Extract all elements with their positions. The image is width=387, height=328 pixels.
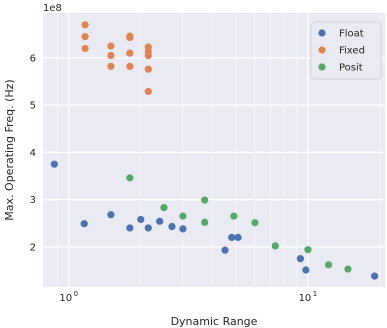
- posit-point: [251, 219, 259, 227]
- posit-point: [271, 242, 279, 250]
- float-point: [168, 222, 176, 231]
- y-axis-label: Max. Operating Freq. (Hz): [3, 79, 16, 220]
- fixed-point: [144, 51, 152, 60]
- y-tick-label: 4: [30, 148, 36, 159]
- legend-label-float: Float: [339, 29, 364, 40]
- fixed-point: [107, 51, 115, 60]
- x-tick-exponent: 0: [74, 290, 78, 298]
- float-point: [302, 266, 310, 274]
- posit-point: [324, 261, 333, 269]
- legend-marker-fixed: [318, 46, 326, 54]
- y-axis-multiplier: 1e8: [43, 3, 62, 14]
- float-point: [228, 233, 236, 241]
- legend-label-fixed: Fixed: [339, 46, 365, 57]
- legend-label-posit: Posit: [339, 63, 363, 74]
- x-tick-label: 10: [299, 293, 312, 304]
- float-point: [80, 220, 88, 228]
- float-point: [179, 225, 187, 233]
- legend: Float Fixed Posit: [310, 21, 382, 80]
- float-point: [221, 246, 229, 254]
- posit-point: [201, 196, 209, 204]
- float-point: [371, 272, 379, 280]
- float-point: [234, 233, 242, 241]
- fixed-point: [126, 62, 134, 70]
- float-point: [107, 211, 115, 219]
- x-tick-label: 10: [59, 293, 72, 304]
- fixed-point: [81, 21, 89, 29]
- x-axis-label: Dynamic Range: [171, 315, 258, 328]
- float-point: [50, 160, 58, 168]
- y-tick-label: 2: [30, 242, 36, 253]
- fixed-point: [81, 44, 89, 53]
- data-points: [50, 21, 379, 280]
- fixed-point: [126, 49, 134, 57]
- float-point: [137, 215, 145, 224]
- y-tick-label: 3: [30, 195, 36, 206]
- float-point: [144, 224, 152, 232]
- y-tick-label: 6: [30, 53, 36, 64]
- fixed-point: [144, 87, 152, 96]
- fixed-point: [107, 42, 115, 50]
- float-point: [296, 255, 305, 263]
- float-point: [156, 217, 164, 225]
- fixed-point: [126, 33, 134, 42]
- posit-point: [126, 174, 134, 182]
- posit-point: [179, 212, 187, 220]
- posit-point: [344, 265, 352, 273]
- y-tick-label: 5: [30, 101, 36, 112]
- x-tick-exponent: 1: [313, 290, 317, 298]
- posit-point: [201, 218, 209, 226]
- posit-point: [230, 212, 238, 220]
- fixed-point: [107, 62, 115, 70]
- legend-marker-float: [318, 29, 326, 37]
- legend-marker-posit: [318, 63, 326, 71]
- legend-frame: [310, 21, 382, 80]
- fixed-point: [144, 65, 152, 73]
- fixed-point: [81, 33, 89, 41]
- grid-lines: [43, 13, 385, 287]
- float-point: [126, 224, 134, 232]
- posit-point: [160, 204, 168, 212]
- posit-point: [304, 246, 312, 254]
